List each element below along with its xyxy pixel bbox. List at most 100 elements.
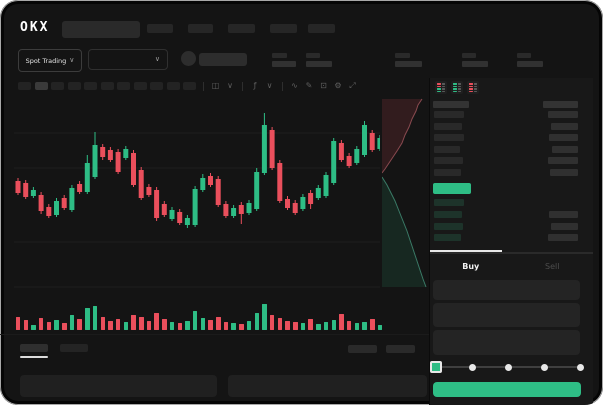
volume-bar xyxy=(300,323,306,330)
bottom-tab[interactable] xyxy=(60,344,88,352)
order-form-field[interactable] xyxy=(433,330,580,355)
bottom-tab[interactable] xyxy=(20,344,48,352)
ask-price-row[interactable] xyxy=(434,145,460,153)
settings-icon[interactable]: ⚙ xyxy=(334,81,342,90)
spot-trading-dropdown[interactable]: Spot Trading ∨ xyxy=(18,49,82,72)
icon-lines xyxy=(458,83,461,92)
nav-item[interactable] xyxy=(147,24,173,33)
tab-buy[interactable]: Buy xyxy=(462,261,480,271)
ask-amount xyxy=(549,134,578,142)
ask-price-row[interactable] xyxy=(434,169,461,176)
candle-body xyxy=(23,183,29,197)
last-price-bar[interactable] xyxy=(433,183,471,194)
timeframe-button[interactable] xyxy=(133,82,147,90)
buy-submit-button[interactable] xyxy=(433,382,581,397)
slider-step-dot[interactable] xyxy=(576,363,584,371)
timeframe-button[interactable] xyxy=(117,82,130,90)
volume-bar xyxy=(254,313,259,330)
timeframe-button[interactable] xyxy=(166,82,180,90)
timeframe-button[interactable] xyxy=(51,82,64,90)
ticker-value-placeholder xyxy=(395,60,422,67)
timeframe-button[interactable] xyxy=(67,82,81,90)
candle-body xyxy=(215,179,221,205)
bid-price-row[interactable] xyxy=(434,222,463,230)
candle-body xyxy=(246,203,252,213)
order-form-field[interactable] xyxy=(433,280,580,300)
slider-handle[interactable] xyxy=(430,361,442,373)
okx-logo: OKX xyxy=(20,20,50,35)
timeframe-button[interactable] xyxy=(183,82,196,90)
search-input[interactable] xyxy=(62,21,140,38)
indicators-icon[interactable]: ƒ xyxy=(253,81,257,90)
slider-step-dot[interactable] xyxy=(540,363,548,371)
timeframe-button[interactable] xyxy=(84,82,97,90)
slider-step-dot[interactable] xyxy=(468,363,476,371)
order-form-field[interactable] xyxy=(433,303,580,327)
nav-item[interactable] xyxy=(188,24,213,33)
chart-type-icon[interactable]: ◫ xyxy=(211,81,220,90)
timeframe-button[interactable] xyxy=(100,82,114,90)
orderbook-view-asks-only-icon[interactable] xyxy=(467,81,479,94)
candle-body xyxy=(238,205,244,214)
nav-item[interactable] xyxy=(308,24,335,33)
ask-price-row[interactable] xyxy=(434,111,464,118)
bid-amount xyxy=(548,234,578,242)
pair-name-placeholder xyxy=(199,53,247,66)
candle-body xyxy=(369,133,375,150)
ask-amount xyxy=(550,169,578,176)
candle-body xyxy=(277,163,283,201)
bid-price-row[interactable] xyxy=(434,199,464,207)
slider-step-dot[interactable] xyxy=(504,363,512,371)
candle-body xyxy=(100,147,106,157)
candle-body xyxy=(208,176,213,185)
candlestick-chart[interactable] xyxy=(14,97,380,292)
volume-bar xyxy=(346,321,352,330)
candle-body xyxy=(115,152,121,172)
timeframe-button[interactable] xyxy=(150,82,163,90)
orderbook-view-bids-only-icon[interactable] xyxy=(451,81,463,94)
snapshot-icon[interactable]: ⊡ xyxy=(320,81,327,90)
nav-item[interactable] xyxy=(228,24,255,33)
tab-sell[interactable]: Sell xyxy=(545,261,560,271)
candle-body xyxy=(323,175,329,196)
nav-item[interactable] xyxy=(270,24,297,33)
ticker-value-placeholder xyxy=(272,60,296,67)
ask-price-row[interactable] xyxy=(434,157,463,165)
ask-price-row[interactable] xyxy=(434,122,462,130)
candle-body xyxy=(69,188,75,210)
candle-body xyxy=(77,184,83,192)
line-style-icon[interactable]: ∿ xyxy=(291,81,298,90)
draw-icon[interactable]: ✎ xyxy=(305,81,313,90)
timeframe-button[interactable] xyxy=(18,82,31,90)
bid-price-row[interactable] xyxy=(434,234,461,242)
fullscreen-icon[interactable]: ⤢ xyxy=(349,81,356,90)
pair-selector-dropdown[interactable]: ∨ xyxy=(88,49,168,70)
bottom-toolbar-placeholder[interactable] xyxy=(386,345,415,353)
candle-body xyxy=(61,198,67,208)
volume-bar xyxy=(77,319,82,330)
candle-body xyxy=(254,172,260,209)
candle-body xyxy=(146,187,152,195)
bid-price-row[interactable] xyxy=(434,211,462,218)
ask-price-row[interactable] xyxy=(434,134,464,142)
orderbook-view-combined-icon[interactable] xyxy=(435,81,447,94)
volume-bar xyxy=(192,311,198,330)
bid-amount xyxy=(549,211,578,218)
candle-body xyxy=(192,189,198,225)
depth-chart xyxy=(382,98,427,288)
buy-sell-tabbar: Buy Sell xyxy=(430,252,593,278)
chevron-down-icon[interactable]: ∨ xyxy=(266,81,273,90)
buy-tab-underline xyxy=(430,250,502,252)
volume-bar xyxy=(293,322,298,330)
icon-lines xyxy=(474,83,477,92)
chevron-down-icon[interactable]: ∨ xyxy=(227,81,233,90)
divider xyxy=(242,81,243,91)
icon-lines xyxy=(442,83,445,92)
candle-body xyxy=(84,163,90,192)
ticker-label-placeholder xyxy=(306,53,320,58)
timeframe-button[interactable] xyxy=(34,82,48,90)
volume-bar xyxy=(239,324,244,330)
volume-bar xyxy=(269,315,275,330)
candle-body xyxy=(169,210,175,219)
bottom-toolbar-placeholder[interactable] xyxy=(348,345,377,353)
